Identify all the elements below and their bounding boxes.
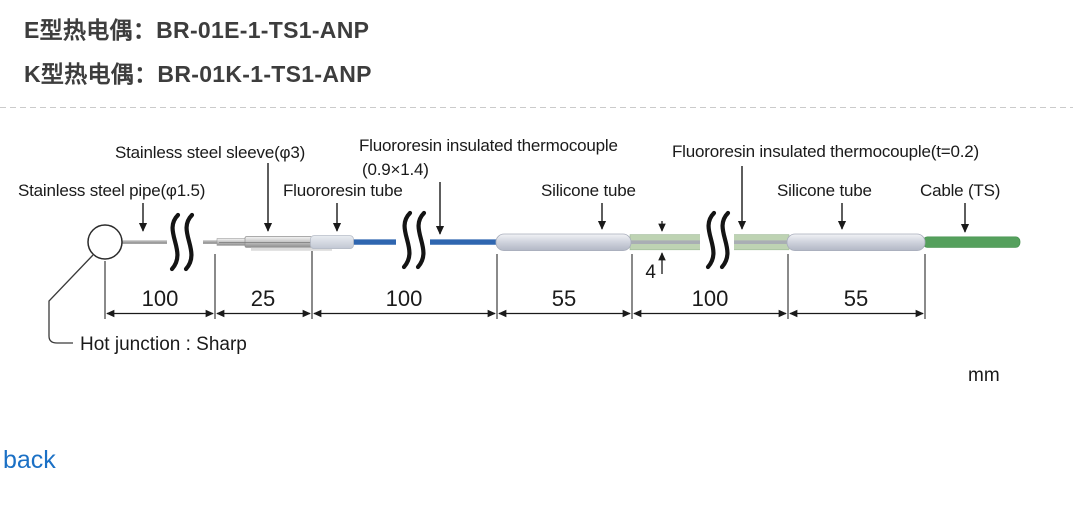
dimension-seg1: 100	[142, 286, 179, 311]
silicone-tube-1-shape	[495, 233, 632, 252]
label-fluororesin-thermocouple-1: Fluororesin insulated thermocouple	[359, 136, 618, 155]
label-fluororesin-tube: Fluororesin tube	[283, 181, 403, 200]
dimension-seg6: 55	[844, 286, 868, 311]
dimension-seg5: 100	[692, 286, 729, 311]
silicone-tube-2-shape	[786, 233, 926, 252]
label-hot-junction: Hot junction : Sharp	[80, 334, 247, 355]
unit-label-mm: mm	[968, 365, 1000, 386]
break-wave-1b	[183, 212, 195, 272]
label-fluororesin-thermocouple-1-size: (0.9×1.4)	[362, 160, 429, 179]
fluoro-tube-shape	[310, 235, 354, 250]
stainless-pipe-shape	[105, 240, 218, 244]
label-stainless-steel-pipe: Stainless steel pipe(φ1.5)	[18, 181, 205, 200]
dimension-thickness: 4	[645, 262, 656, 283]
page-title-k-type: K型热电偶：BR-01K-1-TS1-ANP	[24, 61, 372, 87]
hot-junction-circle	[87, 224, 123, 260]
label-fluororesin-thermocouple-2: Fluororesin insulated thermocouple(t=0.2…	[672, 142, 979, 161]
break-wave-2b	[415, 210, 427, 270]
dimension-ticks	[104, 251, 926, 319]
label-stainless-steel-sleeve: Stainless steel sleeve(φ3)	[115, 143, 305, 162]
break-wave-2a	[401, 210, 413, 270]
break-wave-3b	[719, 210, 731, 270]
dimension-seg4: 55	[552, 286, 576, 311]
hot-junction-leader-line	[48, 254, 94, 344]
page-title-e-type: E型热电偶：BR-01E-1-TS1-ANP	[24, 17, 370, 43]
dimension-seg2: 25	[251, 286, 275, 311]
back-link[interactable]: back	[3, 446, 56, 474]
break-wave-3a	[705, 210, 717, 270]
label-silicone-tube-1: Silicone tube	[541, 181, 636, 200]
probe-drawing	[48, 210, 1021, 344]
thickness-dimension: 4	[645, 221, 666, 283]
sleeve-under-shadow	[251, 247, 332, 251]
label-cable-ts: Cable (TS)	[920, 181, 1000, 200]
break-wave-1a	[169, 212, 181, 272]
dimension-seg3: 100	[386, 286, 423, 311]
label-silicone-tube-2: Silicone tube	[777, 181, 872, 200]
cable-shape	[922, 236, 1021, 248]
